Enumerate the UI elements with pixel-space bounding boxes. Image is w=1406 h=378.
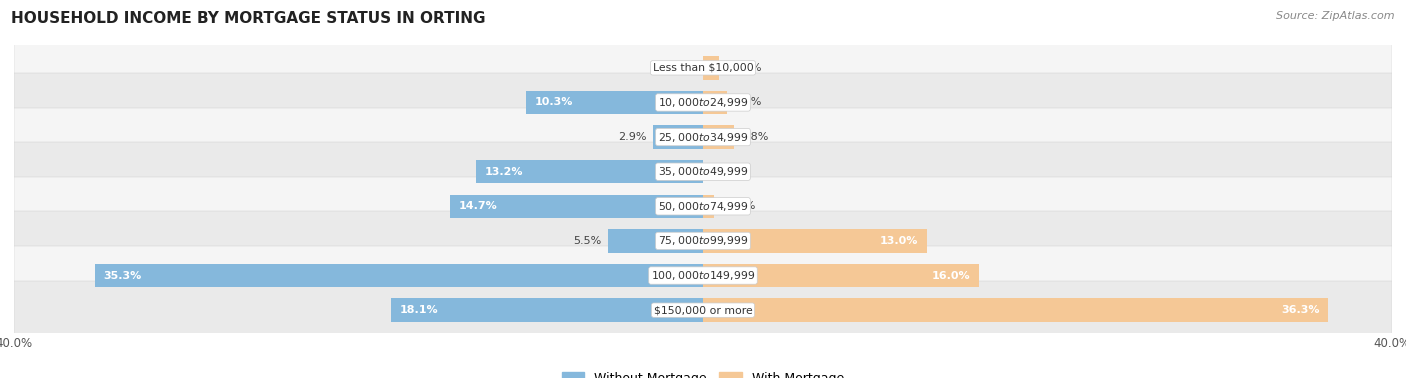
Text: 1.8%: 1.8% <box>741 132 769 142</box>
Text: 13.2%: 13.2% <box>484 167 523 177</box>
Text: 18.1%: 18.1% <box>399 305 439 315</box>
Text: 36.3%: 36.3% <box>1281 305 1320 315</box>
Bar <box>703 229 927 253</box>
Bar <box>703 195 714 218</box>
Legend: Without Mortgage, With Mortgage: Without Mortgage, With Mortgage <box>557 367 849 378</box>
Text: 0.0%: 0.0% <box>668 167 696 177</box>
Text: Source: ZipAtlas.com: Source: ZipAtlas.com <box>1277 11 1395 21</box>
Text: 35.3%: 35.3% <box>104 271 142 280</box>
Text: 0.94%: 0.94% <box>725 63 762 73</box>
Text: HOUSEHOLD INCOME BY MORTGAGE STATUS IN ORTING: HOUSEHOLD INCOME BY MORTGAGE STATUS IN O… <box>11 11 485 26</box>
Bar <box>450 195 703 218</box>
Bar <box>14 73 1392 132</box>
Text: 0.0%: 0.0% <box>710 63 738 73</box>
Bar <box>475 160 703 183</box>
Bar <box>14 108 1392 166</box>
Text: 0.62%: 0.62% <box>720 201 756 211</box>
Bar <box>703 264 979 287</box>
Text: 5.5%: 5.5% <box>574 236 602 246</box>
Bar <box>14 177 1392 236</box>
Bar <box>652 125 703 149</box>
Text: $10,000 to $24,999: $10,000 to $24,999 <box>658 96 748 109</box>
Text: 1.4%: 1.4% <box>734 98 762 107</box>
Text: $35,000 to $49,999: $35,000 to $49,999 <box>658 165 748 178</box>
Bar <box>609 229 703 253</box>
Bar <box>14 39 1392 97</box>
Bar <box>14 212 1392 270</box>
Text: 10.3%: 10.3% <box>534 98 572 107</box>
Text: Less than $10,000: Less than $10,000 <box>652 63 754 73</box>
Bar <box>703 91 727 114</box>
Text: $25,000 to $34,999: $25,000 to $34,999 <box>658 130 748 144</box>
Text: 14.7%: 14.7% <box>458 201 498 211</box>
Text: 13.0%: 13.0% <box>880 236 918 246</box>
Text: $50,000 to $74,999: $50,000 to $74,999 <box>658 200 748 213</box>
Bar <box>703 298 1329 322</box>
Bar <box>703 125 734 149</box>
Text: $150,000 or more: $150,000 or more <box>654 305 752 315</box>
Bar <box>96 264 703 287</box>
Bar <box>14 281 1392 339</box>
Text: $75,000 to $99,999: $75,000 to $99,999 <box>658 234 748 248</box>
Text: $100,000 to $149,999: $100,000 to $149,999 <box>651 269 755 282</box>
Bar <box>526 91 703 114</box>
Bar <box>703 56 720 80</box>
Bar <box>391 298 703 322</box>
Bar <box>14 246 1392 305</box>
Text: 16.0%: 16.0% <box>931 271 970 280</box>
Bar <box>14 142 1392 201</box>
Text: 2.9%: 2.9% <box>617 132 647 142</box>
